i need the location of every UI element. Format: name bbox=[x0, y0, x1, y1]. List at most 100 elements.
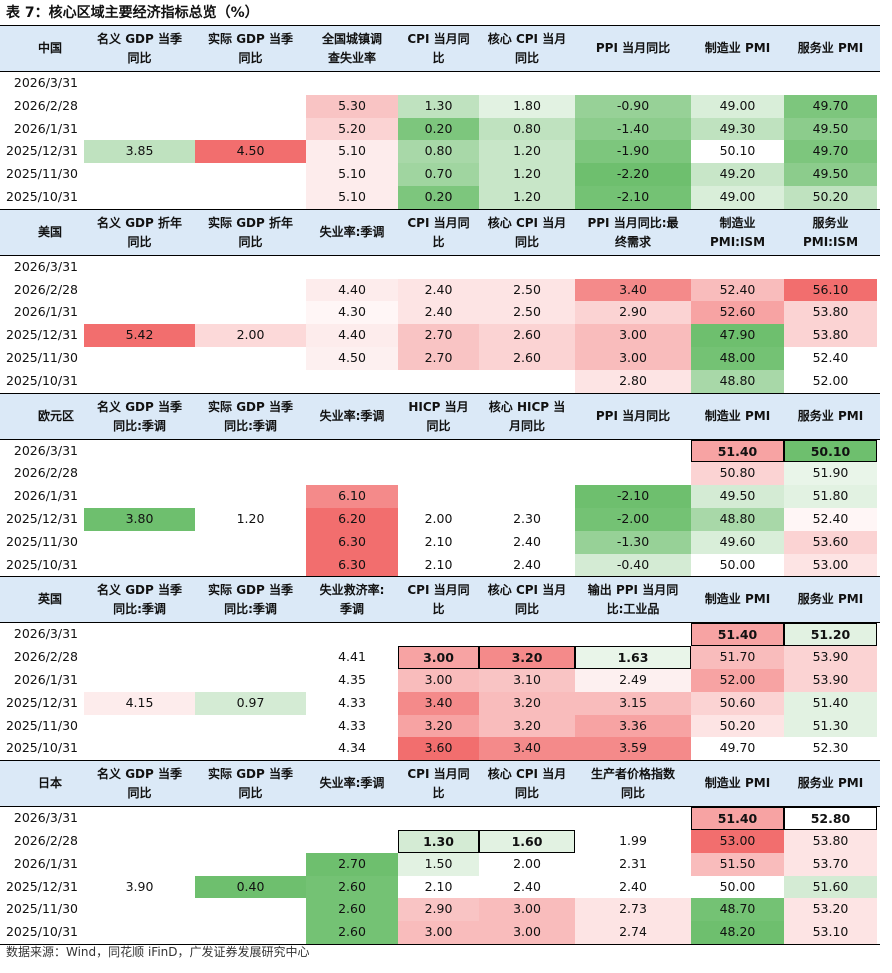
column-header-line: 制造业 PMI bbox=[704, 41, 771, 55]
value-cell: 4.50 bbox=[306, 346, 398, 370]
value-cell bbox=[479, 485, 575, 508]
value-cell: 52.80 bbox=[784, 807, 877, 830]
column-header: 实际 GDP 当季 同比 bbox=[195, 761, 306, 806]
table-row: 2025/10/31 4.34 3.60 3.40 3.59 49.70 52.30 bbox=[0, 737, 880, 761]
value-cell: 5.30 bbox=[306, 94, 398, 118]
column-header: 制造业 PMI:ISM bbox=[691, 210, 784, 255]
date-cell: 2026/2/28 bbox=[13, 281, 78, 297]
column-header-line: 名义 GDP 当季 bbox=[97, 767, 182, 782]
column-header: PPI 当月同比 bbox=[575, 394, 691, 439]
column-header-line: 同比:季调 bbox=[113, 418, 166, 433]
value-cell: 3.00 bbox=[398, 646, 479, 669]
value-cell bbox=[784, 72, 877, 95]
value-cell: 2.60 bbox=[306, 921, 398, 944]
value-cell: 2.00 bbox=[195, 324, 306, 347]
column-header: 名义 GDP 折年 同比 bbox=[84, 210, 195, 255]
value-cell: 4.30 bbox=[306, 301, 398, 325]
value-cell bbox=[195, 807, 306, 830]
value-cell: -2.00 bbox=[575, 507, 691, 531]
column-header: 制造业 PMI bbox=[691, 394, 784, 439]
column-header-line: CPI 当月同 bbox=[407, 583, 470, 598]
value-cell: 50.60 bbox=[691, 691, 784, 715]
region-section: 英国 名义 GDP 当季 同比:季调 实际 GDP 当季 同比:季调 失业救济率: 季调 CP… bbox=[0, 576, 880, 761]
column-header: 实际 GDP 当季 同比:季调 bbox=[195, 394, 306, 439]
value-cell: 51.20 bbox=[784, 623, 877, 647]
region-name: 欧元区 bbox=[38, 408, 75, 423]
value-cell bbox=[84, 807, 195, 830]
column-header-line: 制造业 PMI bbox=[704, 776, 771, 791]
value-cell: 3.00 bbox=[575, 324, 691, 347]
value-cell: 2.73 bbox=[575, 898, 691, 922]
section-header: 日本 名义 GDP 当季 同比 实际 GDP 当季 同比 失业率:季调 CPI 当月同比核心… bbox=[0, 761, 880, 808]
value-cell: -2.20 bbox=[575, 163, 691, 186]
value-cell: 1.60 bbox=[479, 829, 575, 853]
value-cell: 52.30 bbox=[784, 737, 877, 761]
value-cell: 4.50 bbox=[195, 140, 306, 164]
value-cell bbox=[195, 554, 306, 577]
value-cell: 2.74 bbox=[575, 921, 691, 944]
value-cell: 3.00 bbox=[479, 921, 575, 944]
value-cell: 52.40 bbox=[784, 507, 877, 531]
value-cell: 4.33 bbox=[306, 691, 398, 715]
column-header: 制造业 PMI bbox=[691, 577, 784, 622]
value-cell: 0.40 bbox=[195, 875, 306, 899]
value-cell bbox=[195, 118, 306, 141]
column-header-line: 核心 CPI 当月 bbox=[487, 583, 567, 598]
value-cell bbox=[575, 807, 691, 830]
region-section: 美国 名义 GDP 折年 同比 实际 GDP 折年 同比 失业率:季调 CPI 当月同比核心… bbox=[0, 208, 880, 393]
value-cell bbox=[479, 462, 575, 485]
value-cell: 51.40 bbox=[691, 439, 784, 463]
column-header: 服务业 PMI bbox=[784, 577, 877, 622]
value-cell bbox=[195, 531, 306, 554]
value-cell: 50.80 bbox=[691, 462, 784, 486]
column-header-line: PPI 当月同比 bbox=[595, 408, 671, 423]
value-cell bbox=[195, 485, 306, 508]
column-header-line: 比 bbox=[432, 602, 445, 617]
value-cell: 1.80 bbox=[479, 94, 575, 118]
value-cell bbox=[84, 898, 195, 921]
value-cell bbox=[84, 485, 195, 508]
value-cell: 3.80 bbox=[84, 507, 195, 531]
value-cell: 6.30 bbox=[306, 553, 398, 577]
region-section: 欧元区 名义 GDP 当季 同比:季调 实际 GDP 当季 同比:季调 失业率:季调 HIC… bbox=[0, 392, 880, 577]
column-header-line: PMI:ISM bbox=[709, 234, 766, 249]
value-cell bbox=[84, 256, 195, 279]
column-header-line: 同比:季调 bbox=[224, 418, 277, 433]
value-cell bbox=[195, 440, 306, 463]
value-cell: 50.10 bbox=[691, 140, 784, 164]
column-header-line: 制造业 bbox=[719, 215, 756, 230]
column-header-line: 输出 PPI 当月同 bbox=[587, 583, 679, 598]
value-cell: 2.90 bbox=[398, 898, 479, 922]
column-header: 制造业 PMI bbox=[691, 26, 784, 71]
date-cell: 2025/11/30 bbox=[5, 533, 78, 549]
value-cell: 2.40 bbox=[479, 553, 575, 577]
value-cell: 2.40 bbox=[479, 875, 575, 899]
value-cell bbox=[84, 737, 195, 760]
value-cell: 0.80 bbox=[398, 140, 479, 164]
value-cell: 0.97 bbox=[195, 691, 306, 715]
column-header-line: HICP 当月 bbox=[408, 399, 469, 414]
value-cell: 1.20 bbox=[479, 163, 575, 186]
date-cell: 2025/12/31 bbox=[5, 694, 78, 710]
value-cell: 50.00 bbox=[691, 875, 784, 899]
column-header-line: 制造业 PMI bbox=[704, 592, 771, 607]
table-row: 2025/11/30 5.10 0.70 1.20 -2.20 49.20 49.50 bbox=[0, 163, 880, 186]
column-header: 失业率:季调 bbox=[306, 210, 398, 255]
value-cell bbox=[306, 462, 398, 485]
table-row: 2025/10/31 5.10 0.20 1.20 -2.10 49.00 50.20 bbox=[0, 185, 880, 209]
column-header-line: 名义 GDP 当季 bbox=[97, 399, 182, 414]
value-cell: 53.90 bbox=[784, 646, 877, 669]
column-header: 生产者价格指数 同比 bbox=[575, 761, 691, 806]
column-header-line: PPI 当月同比:最 bbox=[587, 215, 679, 230]
value-cell bbox=[84, 163, 195, 186]
value-cell: 53.10 bbox=[784, 921, 877, 944]
date-cell: 2025/11/30 bbox=[5, 901, 78, 917]
value-cell: 50.20 bbox=[691, 714, 784, 738]
column-header-line: 同比 bbox=[426, 418, 451, 433]
column-header: HICP 当月 同比 bbox=[398, 394, 479, 439]
column-header-line: 服务业 PMI bbox=[797, 41, 864, 55]
column-header-line: 核心 HICP 当 bbox=[488, 399, 566, 414]
table-row: 2025/11/30 6.30 2.10 2.40 -1.30 49.60 53.60 bbox=[0, 530, 880, 554]
table-row: 2026/2/28 50.80 51.90 bbox=[0, 462, 880, 486]
value-cell bbox=[195, 715, 306, 738]
